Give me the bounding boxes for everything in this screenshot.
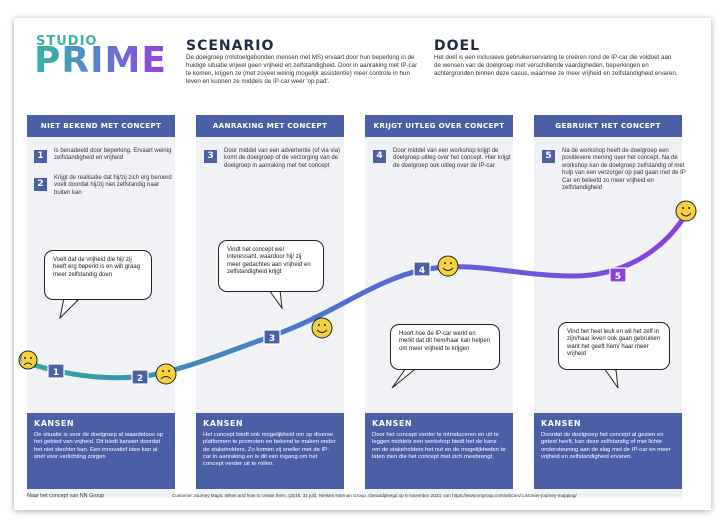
thought-bubble-3: Hoort hoe de IP-car werkt en merkt dat d… [390, 324, 500, 370]
kansen-title: KANSEN [34, 419, 75, 428]
bubble-tail-2 [268, 289, 283, 310]
scenario-text: De doelgroep (rolstoelgebonden mensen me… [186, 54, 418, 85]
step-badge-2: 2 [34, 178, 47, 191]
bubble-tail-1 [59, 297, 80, 320]
doel-title: DOEL [434, 38, 481, 54]
logo-studio: STUDIO [36, 34, 98, 49]
svg-text:1: 1 [53, 368, 59, 378]
curve-marker-2: 2 [131, 369, 149, 385]
sad-face-icon [18, 350, 38, 370]
curve-marker-5: 5 [609, 267, 627, 283]
footer-citation: Customer Journey Maps: When and how to c… [172, 493, 577, 498]
scenario-title: SCENARIO [186, 38, 275, 54]
doel-text: Het doel is een inclusieve gebruikerserv… [434, 54, 678, 77]
svg-text:4: 4 [419, 266, 425, 276]
step-badge-5: 5 [542, 150, 555, 163]
kansen-title: KANSEN [203, 419, 244, 428]
smiley-face-icon [675, 200, 697, 222]
kansen-box-4: KANSEN Doordat de doelgroep het concept … [534, 413, 682, 489]
step-text-2: Krijgt de realisatie dat hij/zij zich er… [54, 175, 172, 196]
step-text-4: Door middel van een workshop krijgt de d… [393, 148, 511, 169]
kansen-text: Doordat de doelgroep het concept al gezi… [541, 432, 671, 460]
step-badge-3: 3 [204, 150, 217, 163]
footer-left: Naar het concept van NN Group [27, 493, 105, 499]
curve-marker-3: 3 [263, 329, 281, 345]
step-badge-4: 4 [373, 150, 386, 163]
kansen-title: KANSEN [541, 419, 582, 428]
kansen-text: De situatie is voor de doelgroep al waar… [34, 432, 164, 460]
step-badge-1: 1 [34, 150, 47, 163]
kansen-text: Het concept biedt ook mogelijkheid om op… [203, 432, 336, 468]
stage-header-3: KRIJGT UITLEG OVER CONCEPT [365, 115, 513, 137]
smiley-face-icon [311, 317, 333, 339]
bubble-tail-3 [391, 367, 416, 389]
step-text-5: Na de workshop heeft de doelgroep een po… [562, 148, 686, 192]
curve-marker-4: 4 [413, 261, 431, 277]
bubble-tail-4 [602, 367, 619, 389]
step-text-3: Door middel van een advertentie (of via … [224, 148, 341, 169]
svg-text:5: 5 [615, 272, 621, 282]
kansen-box-3: KANSEN Door het concept verder te introd… [365, 413, 513, 489]
thought-bubble-2: Vindt het concept wel interessant, waard… [218, 240, 324, 292]
kansen-box-2: KANSEN Het concept biedt ook mogelijkhei… [196, 413, 344, 489]
stage-header-2: AANRAKING MET CONCEPT [196, 115, 344, 137]
journey-map-page: STUDIO PRIME SCENARIO De doelgroep (rols… [14, 18, 711, 510]
curve-marker-1: 1 [47, 363, 65, 379]
journey-curve-chart: 1 2 3 4 5 [18, 200, 697, 389]
step-text-1: Is benadeeld door beperking. Ervaart wei… [54, 148, 172, 162]
svg-text:2: 2 [137, 374, 143, 384]
logo-prime: PRIME [34, 40, 167, 81]
thought-bubble-4: Vind het heel leuk en wil het zelf in zi… [558, 322, 670, 370]
stage-header-1: NIET BEKEND MET CONCEPT [27, 115, 175, 137]
kansen-title: KANSEN [372, 419, 413, 428]
thought-bubble-1: Voelt dat de vrijheid die hij/ zij heeft… [44, 250, 152, 300]
stage-header-4: GEBRUIKT HET CONCEPT [534, 115, 682, 137]
smiley-face-icon [437, 255, 459, 277]
svg-text:3: 3 [269, 334, 275, 344]
kansen-text: Door het concept verder te introduceren … [372, 432, 506, 460]
sad-face-icon [155, 363, 177, 385]
kansen-box-1: KANSEN De situatie is voor de doelgroep … [27, 413, 175, 489]
